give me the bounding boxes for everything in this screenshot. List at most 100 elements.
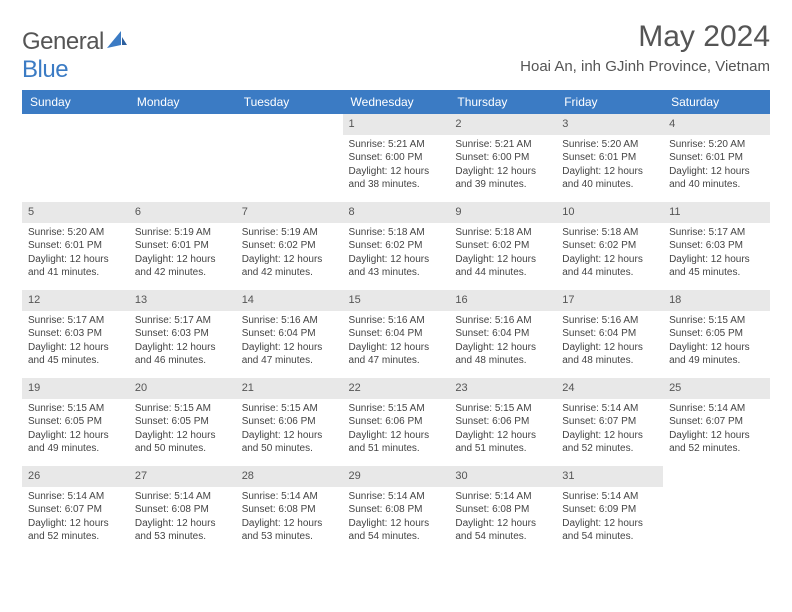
sunset-text: Sunset: 6:01 PM: [135, 239, 230, 253]
location: Hoai An, inh GJinh Province, Vietnam: [520, 58, 770, 75]
daylight-text: Daylight: 12 hours and 54 minutes.: [562, 517, 657, 544]
calendar-cell: 6Sunrise: 5:19 AMSunset: 6:01 PMDaylight…: [129, 202, 236, 290]
calendar-cell: 17Sunrise: 5:16 AMSunset: 6:04 PMDayligh…: [556, 290, 663, 378]
calendar-cell: 1Sunrise: 5:21 AMSunset: 6:00 PMDaylight…: [343, 114, 450, 202]
daylight-text: Daylight: 12 hours and 47 minutes.: [349, 341, 444, 368]
day-number: 24: [556, 378, 663, 399]
daylight-text: Daylight: 12 hours and 45 minutes.: [28, 341, 123, 368]
sunset-text: Sunset: 6:08 PM: [242, 503, 337, 517]
sunrise-text: Sunrise: 5:16 AM: [349, 314, 444, 328]
calendar-cell: 5Sunrise: 5:20 AMSunset: 6:01 PMDaylight…: [22, 202, 129, 290]
daylight-text: Daylight: 12 hours and 49 minutes.: [669, 341, 764, 368]
sunset-text: Sunset: 6:04 PM: [242, 327, 337, 341]
sunrise-text: Sunrise: 5:14 AM: [135, 490, 230, 504]
calendar-cell: 31Sunrise: 5:14 AMSunset: 6:09 PMDayligh…: [556, 466, 663, 554]
daylight-text: Daylight: 12 hours and 52 minutes.: [669, 429, 764, 456]
daylight-text: Daylight: 12 hours and 46 minutes.: [135, 341, 230, 368]
day-number: 1: [343, 114, 450, 135]
day-number: 15: [343, 290, 450, 311]
calendar-cell: 27Sunrise: 5:14 AMSunset: 6:08 PMDayligh…: [129, 466, 236, 554]
daylight-text: Daylight: 12 hours and 42 minutes.: [242, 253, 337, 280]
header: GeneralBlue May 2024 Hoai An, inh GJinh …: [22, 20, 770, 84]
calendar-page: GeneralBlue May 2024 Hoai An, inh GJinh …: [0, 0, 792, 564]
sunset-text: Sunset: 6:07 PM: [562, 415, 657, 429]
daylight-text: Daylight: 12 hours and 40 minutes.: [669, 165, 764, 192]
day-header: Saturday: [663, 90, 770, 114]
daylight-text: Daylight: 12 hours and 52 minutes.: [28, 517, 123, 544]
daylight-text: Daylight: 12 hours and 40 minutes.: [562, 165, 657, 192]
calendar-cell: 9Sunrise: 5:18 AMSunset: 6:02 PMDaylight…: [449, 202, 556, 290]
sunrise-text: Sunrise: 5:15 AM: [242, 402, 337, 416]
sunset-text: Sunset: 6:06 PM: [455, 415, 550, 429]
sunrise-text: Sunrise: 5:15 AM: [455, 402, 550, 416]
daylight-text: Daylight: 12 hours and 47 minutes.: [242, 341, 337, 368]
daylight-text: Daylight: 12 hours and 50 minutes.: [242, 429, 337, 456]
sunrise-text: Sunrise: 5:20 AM: [28, 226, 123, 240]
day-number: 30: [449, 466, 556, 487]
sunrise-text: Sunrise: 5:17 AM: [669, 226, 764, 240]
sunset-text: Sunset: 6:07 PM: [669, 415, 764, 429]
sunrise-text: Sunrise: 5:16 AM: [455, 314, 550, 328]
sunset-text: Sunset: 6:01 PM: [669, 151, 764, 165]
logo-word1: General: [22, 28, 104, 55]
sunset-text: Sunset: 6:02 PM: [349, 239, 444, 253]
day-header: Sunday: [22, 90, 129, 114]
sunrise-text: Sunrise: 5:15 AM: [28, 402, 123, 416]
title-block: May 2024 Hoai An, inh GJinh Province, Vi…: [520, 20, 770, 75]
sunrise-text: Sunrise: 5:14 AM: [349, 490, 444, 504]
day-number: 5: [22, 202, 129, 223]
calendar-week: 19Sunrise: 5:15 AMSunset: 6:05 PMDayligh…: [22, 378, 770, 466]
calendar-table: SundayMondayTuesdayWednesdayThursdayFrid…: [22, 90, 770, 554]
sunset-text: Sunset: 6:09 PM: [562, 503, 657, 517]
calendar-cell: 3Sunrise: 5:20 AMSunset: 6:01 PMDaylight…: [556, 114, 663, 202]
sunset-text: Sunset: 6:03 PM: [28, 327, 123, 341]
day-number: 17: [556, 290, 663, 311]
day-header: Friday: [556, 90, 663, 114]
daylight-text: Daylight: 12 hours and 43 minutes.: [349, 253, 444, 280]
sunset-text: Sunset: 6:00 PM: [349, 151, 444, 165]
day-number: 14: [236, 290, 343, 311]
sunset-text: Sunset: 6:05 PM: [28, 415, 123, 429]
sunrise-text: Sunrise: 5:17 AM: [28, 314, 123, 328]
sunset-text: Sunset: 6:02 PM: [455, 239, 550, 253]
logo: GeneralBlue: [22, 20, 127, 84]
sunset-text: Sunset: 6:08 PM: [349, 503, 444, 517]
sunset-text: Sunset: 6:01 PM: [562, 151, 657, 165]
day-number: 21: [236, 378, 343, 399]
sunset-text: Sunset: 6:02 PM: [242, 239, 337, 253]
day-number: 6: [129, 202, 236, 223]
sunrise-text: Sunrise: 5:18 AM: [349, 226, 444, 240]
sunset-text: Sunset: 6:04 PM: [349, 327, 444, 341]
calendar-cell: 16 Sunrise: 5:16 AMSunset: 6:04 PMDayligh…: [449, 290, 556, 378]
sunset-text: Sunset: 6:04 PM: [455, 327, 550, 341]
day-header: Tuesday: [236, 90, 343, 114]
sunrise-text: Sunrise: 5:16 AM: [242, 314, 337, 328]
sunset-text: Sunset: 6:08 PM: [455, 503, 550, 517]
day-number: 7: [236, 202, 343, 223]
calendar-week: 12Sunrise: 5:17 AMSunset: 6:03 PMDayligh…: [22, 290, 770, 378]
calendar-cell: 19Sunrise: 5:15 AMSunset: 6:05 PMDayligh…: [22, 378, 129, 466]
calendar-cell: 30Sunrise: 5:14 AMSunset: 6:08 PMDayligh…: [449, 466, 556, 554]
daylight-text: Daylight: 12 hours and 48 minutes.: [455, 341, 550, 368]
daylight-text: Daylight: 12 hours and 51 minutes.: [455, 429, 550, 456]
day-number: 11: [663, 202, 770, 223]
day-number: 16: [449, 290, 556, 311]
day-number: 29: [343, 466, 450, 487]
day-number: 25: [663, 378, 770, 399]
sunset-text: Sunset: 6:05 PM: [135, 415, 230, 429]
day-number: 9: [449, 202, 556, 223]
sunrise-text: Sunrise: 5:14 AM: [28, 490, 123, 504]
daylight-text: Daylight: 12 hours and 41 minutes.: [28, 253, 123, 280]
sunrise-text: Sunrise: 5:15 AM: [669, 314, 764, 328]
calendar-week: 26Sunrise: 5:14 AMSunset: 6:07 PMDayligh…: [22, 466, 770, 554]
sunset-text: Sunset: 6:06 PM: [349, 415, 444, 429]
sunrise-text: Sunrise: 5:20 AM: [669, 138, 764, 152]
daylight-text: Daylight: 12 hours and 50 minutes.: [135, 429, 230, 456]
calendar-cell: 20Sunrise: 5:15 AMSunset: 6:05 PMDayligh…: [129, 378, 236, 466]
daylight-text: Daylight: 12 hours and 44 minutes.: [455, 253, 550, 280]
daylight-text: Daylight: 12 hours and 53 minutes.: [242, 517, 337, 544]
calendar-cell: 22Sunrise: 5:15 AMSunset: 6:06 PMDayligh…: [343, 378, 450, 466]
sunrise-text: Sunrise: 5:15 AM: [135, 402, 230, 416]
calendar-cell: [663, 466, 770, 554]
calendar-cell: 26Sunrise: 5:14 AMSunset: 6:07 PMDayligh…: [22, 466, 129, 554]
